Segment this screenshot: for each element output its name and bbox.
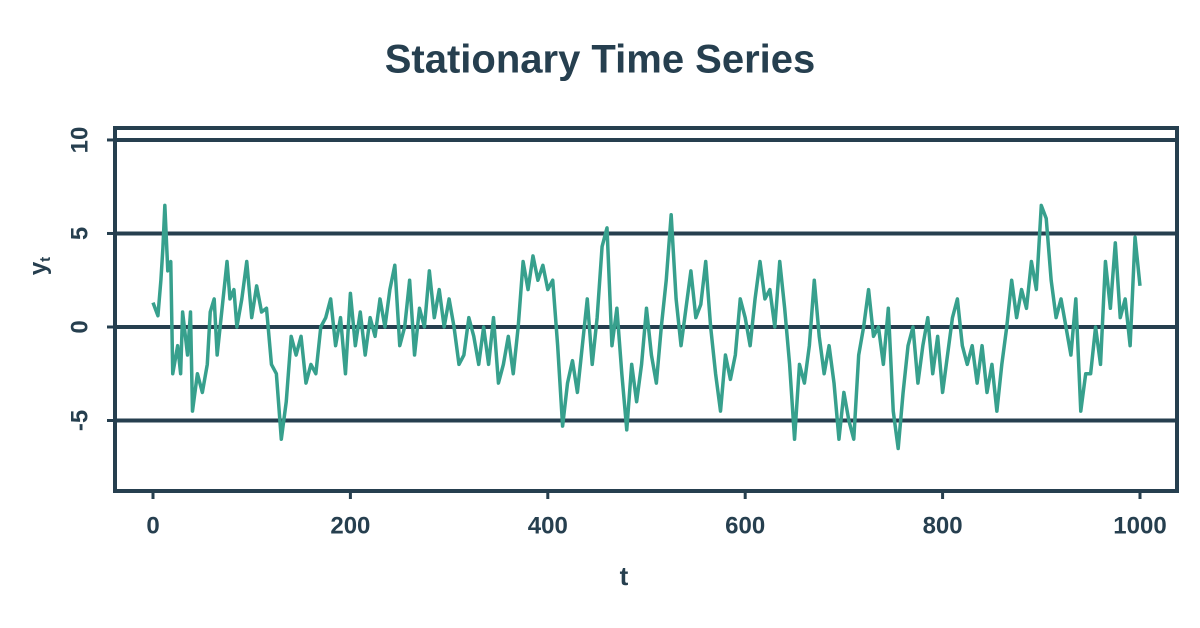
y-tick-group: -5 xyxy=(66,410,93,431)
y-tick-label: 0 xyxy=(66,320,93,333)
y-tick-label: 10 xyxy=(66,127,93,154)
y-tick-group: 5 xyxy=(66,227,93,240)
y-tick-group: 10 xyxy=(66,127,93,154)
y-tick-label: -5 xyxy=(66,410,93,431)
chart-title: Stationary Time Series xyxy=(385,38,816,82)
x-axis-label: t xyxy=(620,561,629,591)
plot-frame xyxy=(113,126,1179,493)
x-tick-label: 800 xyxy=(923,512,963,539)
x-tick-label: 600 xyxy=(725,512,765,539)
x-tick-label: 400 xyxy=(528,512,568,539)
x-tick-label: 0 xyxy=(146,512,159,539)
y-label-main: y xyxy=(25,261,52,275)
y-tick-label: 5 xyxy=(66,227,93,240)
x-tick-label: 1000 xyxy=(1113,512,1166,539)
x-tick-label: 200 xyxy=(330,512,370,539)
y-axis-label-base: yt xyxy=(25,257,54,275)
y-label-sub: t xyxy=(37,257,54,262)
y-tick-group: 0 xyxy=(66,320,93,333)
data-line xyxy=(151,203,1142,451)
y-axis-label: yt xyxy=(25,257,54,275)
